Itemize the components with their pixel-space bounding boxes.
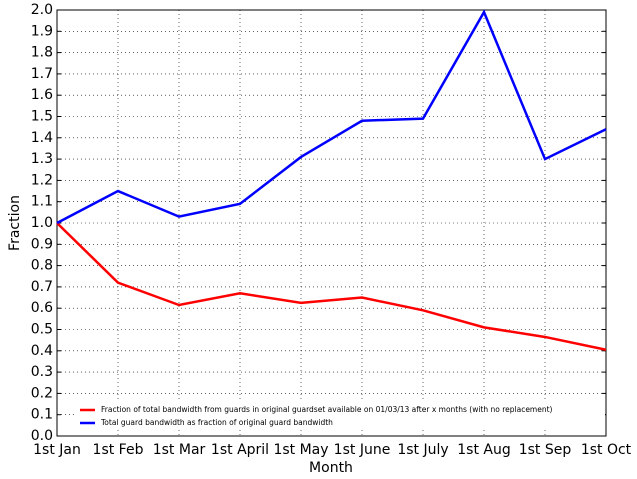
y-axis-label: Fraction [7, 195, 23, 251]
x-tick-label: 1st Aug [457, 442, 510, 458]
data-line [56, 222, 607, 351]
data-line [56, 9, 607, 225]
x-tick-label: 1st Feb [93, 442, 144, 458]
x-tick-label: 1st Mar [153, 442, 206, 458]
legend-label: Total guard bandwidth as fraction of ori… [100, 418, 333, 427]
plot-frame [56, 9, 607, 437]
x-tick-label: 1st Oct [581, 442, 632, 458]
legend-box [75, 402, 605, 430]
y-tick-label: 1.7 [31, 66, 53, 82]
y-tick-label: 1.5 [31, 109, 53, 125]
x-tick-label: 1st June [334, 442, 391, 458]
y-tick-label: 0.8 [31, 258, 53, 274]
y-tick-label: 0.4 [31, 343, 53, 359]
x-tick-label: 1st May [273, 442, 328, 458]
y-tick-label: 0.3 [31, 364, 53, 380]
y-tick-label: 1.0 [31, 215, 53, 231]
y-tick-label: 1.9 [31, 23, 53, 39]
y-tick-label: 1.8 [31, 45, 53, 61]
y-tick-label: 1.4 [31, 130, 53, 146]
x-tick-label: 1st April [211, 442, 269, 458]
y-tick-label: 0.2 [31, 385, 53, 401]
y-tick-label: 1.2 [31, 172, 53, 188]
y-tick-label: 1.1 [31, 194, 53, 210]
y-tick-label: 0.9 [31, 236, 53, 252]
x-tick-label: 1st Sep [519, 442, 572, 458]
y-tick-label: 0.5 [31, 322, 53, 338]
y-tick-label: 1.3 [31, 151, 53, 167]
y-tick-label: 0.7 [31, 279, 53, 295]
y-tick-label: 0.1 [31, 407, 53, 423]
x-tick-label: 1st July [397, 442, 448, 458]
x-axis-label: Month [309, 460, 353, 476]
x-tick-label: 1st Jan [33, 442, 81, 458]
y-tick-label: 1.6 [31, 87, 53, 103]
legend-label: Fraction of total bandwidth from guards … [101, 405, 553, 414]
y-tick-label: 2.0 [31, 2, 53, 18]
y-tick-label: 0.0 [31, 428, 53, 444]
y-tick-label: 0.6 [31, 300, 53, 316]
